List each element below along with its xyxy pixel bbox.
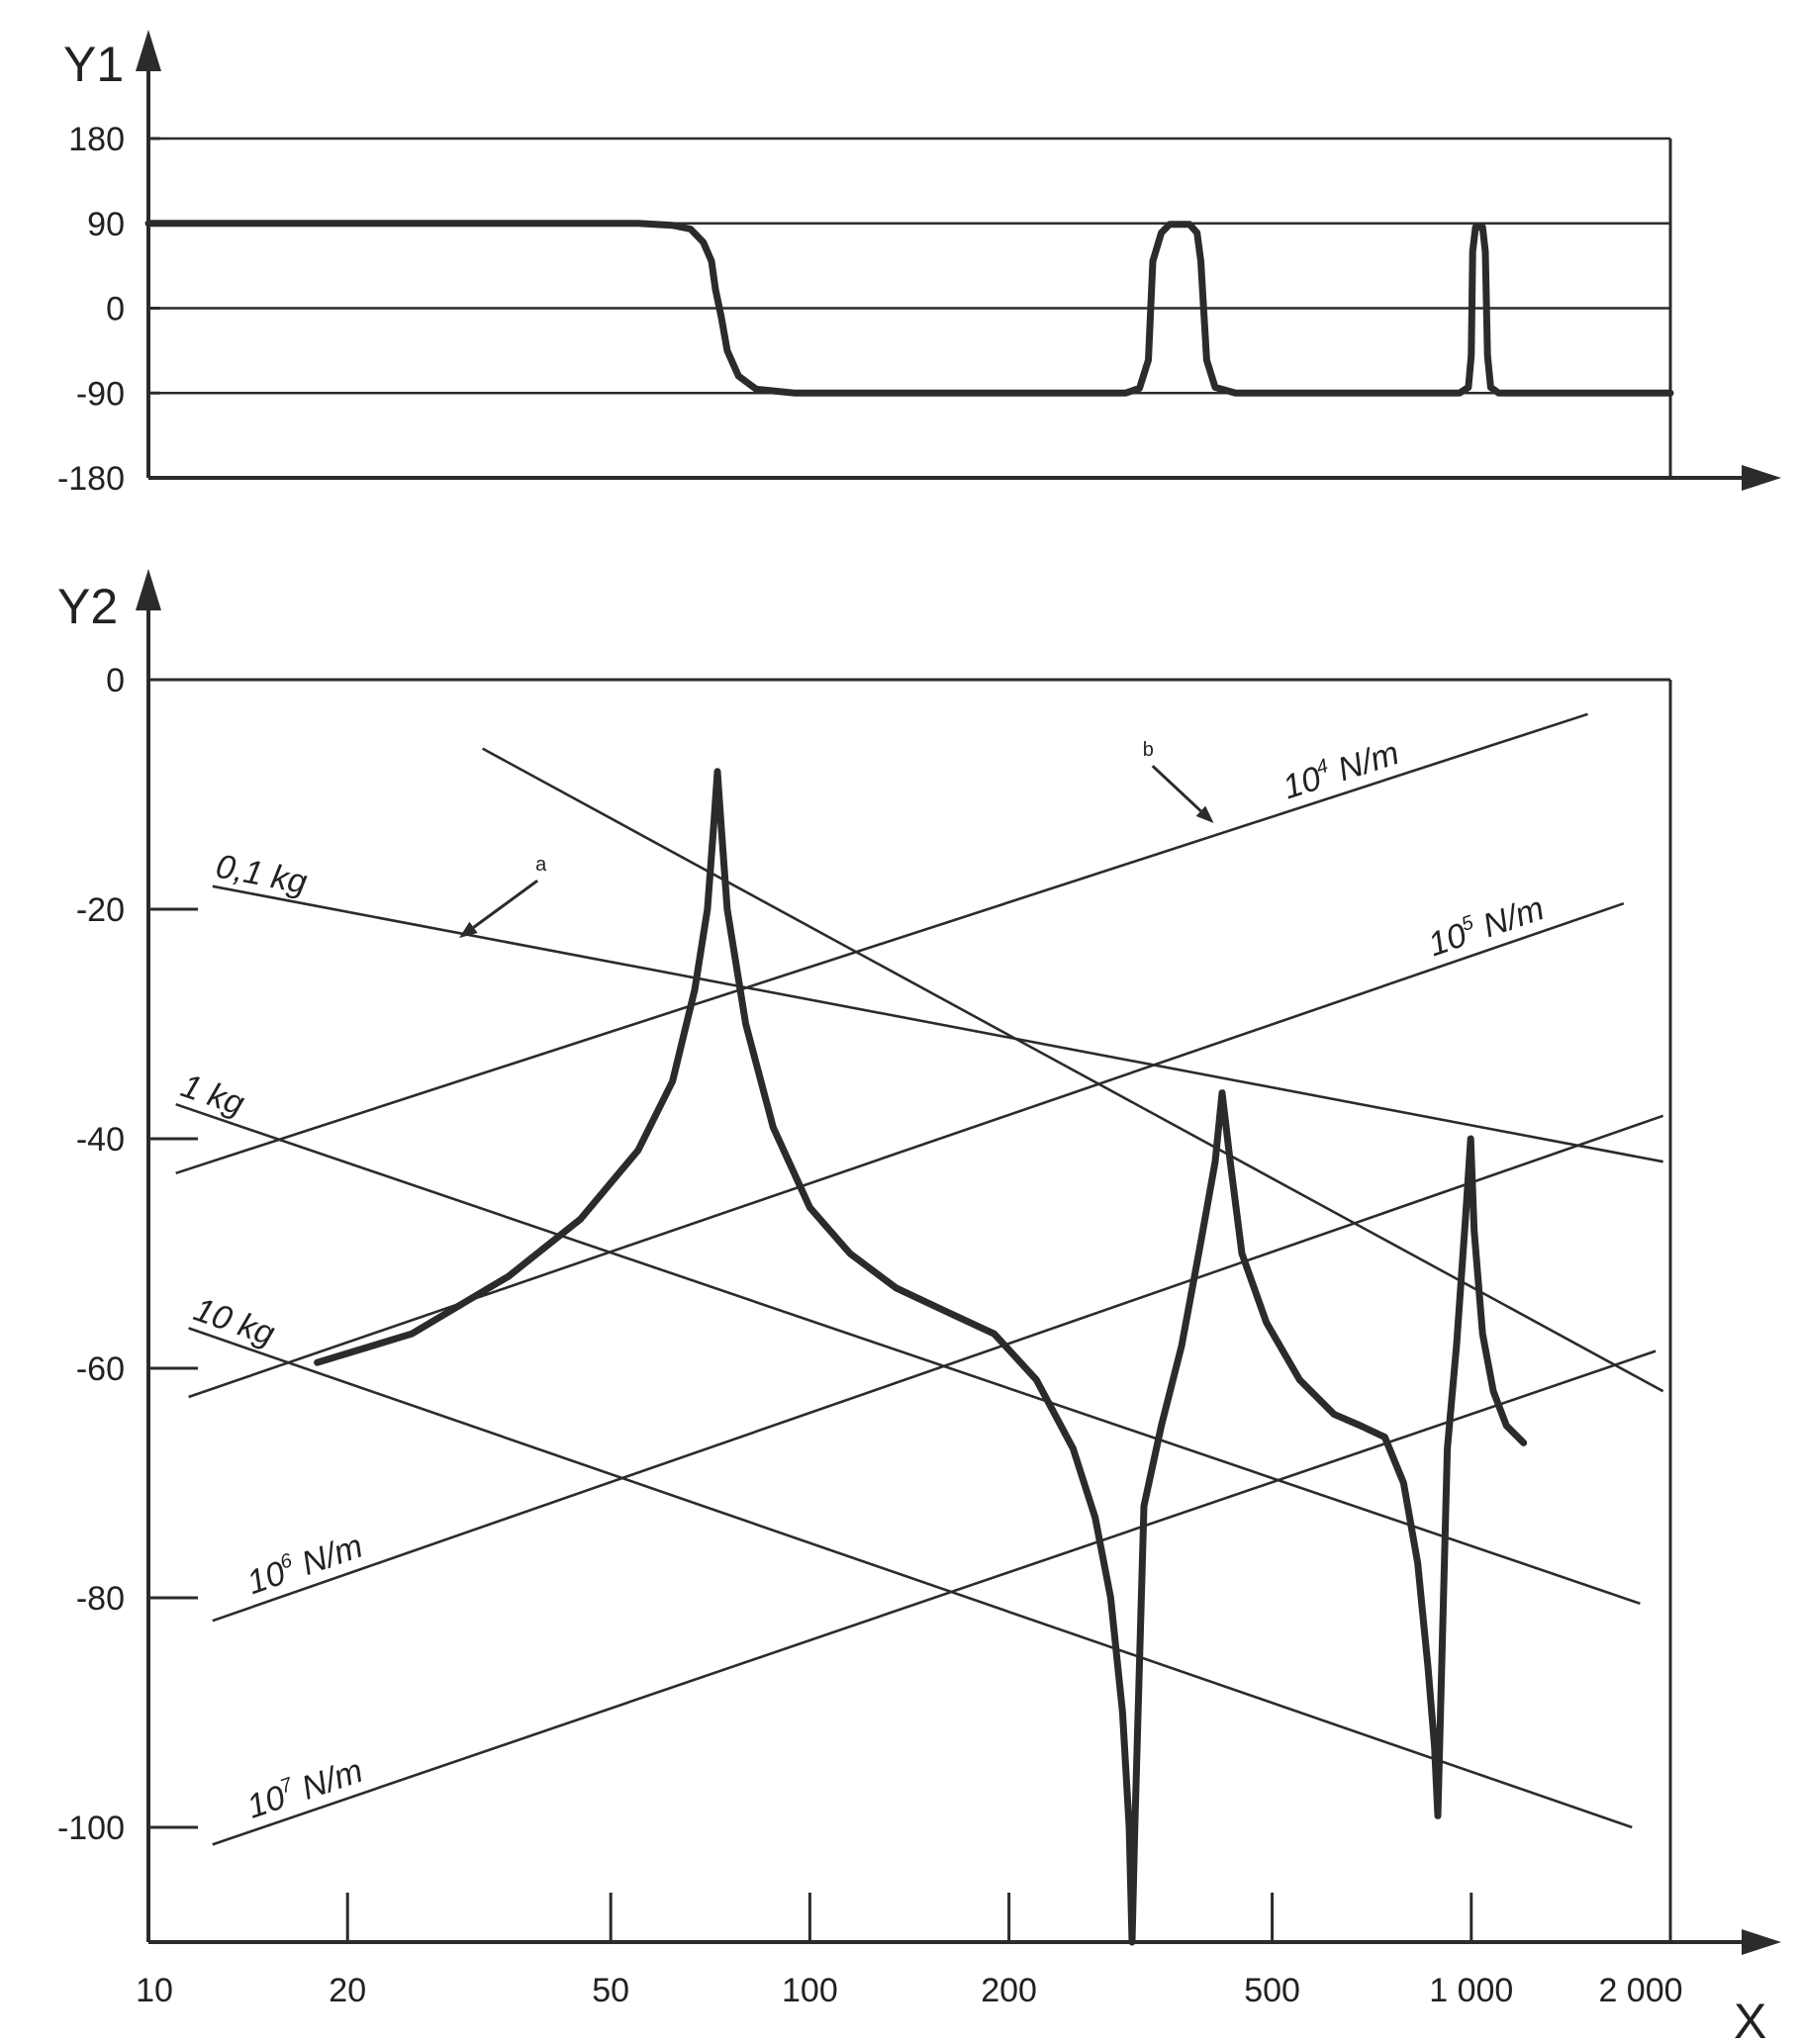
magnitude-chart: 0 -20 -40 -60 -80 -100 10 20 50 100 200 500 1 000 2 …	[57, 569, 1781, 2044]
magnitude-x-tick-label: 200	[981, 1972, 1037, 2009]
stiffness-line-label: 105 N/m	[1423, 888, 1549, 964]
magnitude-x-tick-label: 2 000	[1598, 1972, 1682, 2009]
magnitude-y-axis-arrowhead	[136, 569, 161, 610]
annotations-group: ab	[459, 739, 1214, 938]
magnitude-x-tick-label: 10	[136, 1972, 173, 2009]
magnitude-y-axis-title: Y2	[57, 579, 118, 634]
x-axis-title: X	[1734, 1994, 1766, 2044]
magnitude-curve-group	[314, 768, 1528, 1946]
annotation-arrow	[1151, 765, 1202, 812]
mass-line	[188, 1327, 1633, 1829]
phase-grid-lines	[148, 137, 1670, 395]
stiffness-line-label: 107 N/m	[242, 1751, 368, 1826]
stiffness-line	[212, 1114, 1664, 1623]
magnitude-x-tick-label: 20	[329, 1972, 366, 2009]
mass-line-label: 0,1 kg	[213, 848, 310, 902]
magnitude-y-tick-label: -60	[76, 1350, 125, 1388]
stiffness-line	[175, 712, 1588, 1175]
stiffness-unit: N/m	[288, 1528, 367, 1586]
phase-y-axis-title: Y1	[63, 37, 124, 92]
phase-curve	[144, 220, 1674, 397]
annotation-arrowhead	[459, 921, 478, 938]
phase-y-tick-label: 90	[87, 206, 125, 243]
phase-y-tick-label: 180	[68, 121, 125, 158]
magnitude-x-tick-label: 50	[592, 1972, 629, 2009]
magnitude-y-tick-label: -20	[76, 891, 125, 929]
magnitude-x-tick-labels: 10 20 50 100 200 500 1 000 2 000	[136, 1972, 1682, 2009]
annotation-arrowhead	[1195, 805, 1214, 823]
mass-line-label: 1 kg	[176, 1067, 248, 1123]
magnitude-y-tick-label: 0	[106, 662, 125, 699]
annotation-letter: a	[535, 854, 547, 876]
mass-line	[482, 747, 1664, 1393]
magnitude-x-tick-label: 1 000	[1429, 1972, 1513, 2009]
phase-y-tick-label: 0	[106, 291, 125, 328]
annotation-letter: b	[1143, 739, 1154, 761]
annotation-arrow	[472, 879, 538, 929]
phase-y-tick-label: -90	[76, 375, 125, 413]
magnitude-x-axis-arrowhead	[1742, 1929, 1781, 1955]
phase-curve-group	[144, 220, 1674, 397]
mass-line	[212, 884, 1663, 1163]
stiffness-unit: N/m	[288, 1752, 367, 1811]
phase-frame	[136, 30, 1781, 491]
stiffness-unit: N/m	[1469, 889, 1549, 948]
magnitude-x-tick-label: 500	[1244, 1972, 1300, 2009]
magnitude-x-tick-label: 100	[782, 1972, 838, 2009]
magnitude-y-tick-label: -80	[76, 1580, 125, 1618]
phase-chart: 180 90 0 -90 -180 Y1	[57, 30, 1781, 498]
stiffness-unit: N/m	[1324, 734, 1403, 791]
magnitude-y-tick-labels: 0 -20 -40 -60 -80 -100	[57, 662, 125, 1847]
stiffness-line	[212, 1349, 1657, 1846]
phase-x-axis-arrowhead	[1742, 465, 1781, 491]
phase-y-axis-arrowhead	[136, 30, 161, 71]
magnitude-curve	[314, 768, 1528, 1946]
phase-y-tick-label: -180	[57, 460, 125, 498]
magnitude-y-tick-label: -100	[57, 1810, 125, 1847]
phase-y-tick-labels: 180 90 0 -90 -180	[57, 121, 125, 498]
stiffness-line-label: 106 N/m	[242, 1527, 368, 1603]
magnitude-y-tick-label: -40	[76, 1121, 125, 1159]
stiffness-line	[188, 901, 1625, 1399]
magnitude-frame	[136, 569, 1781, 1955]
mass-line	[175, 1102, 1641, 1606]
